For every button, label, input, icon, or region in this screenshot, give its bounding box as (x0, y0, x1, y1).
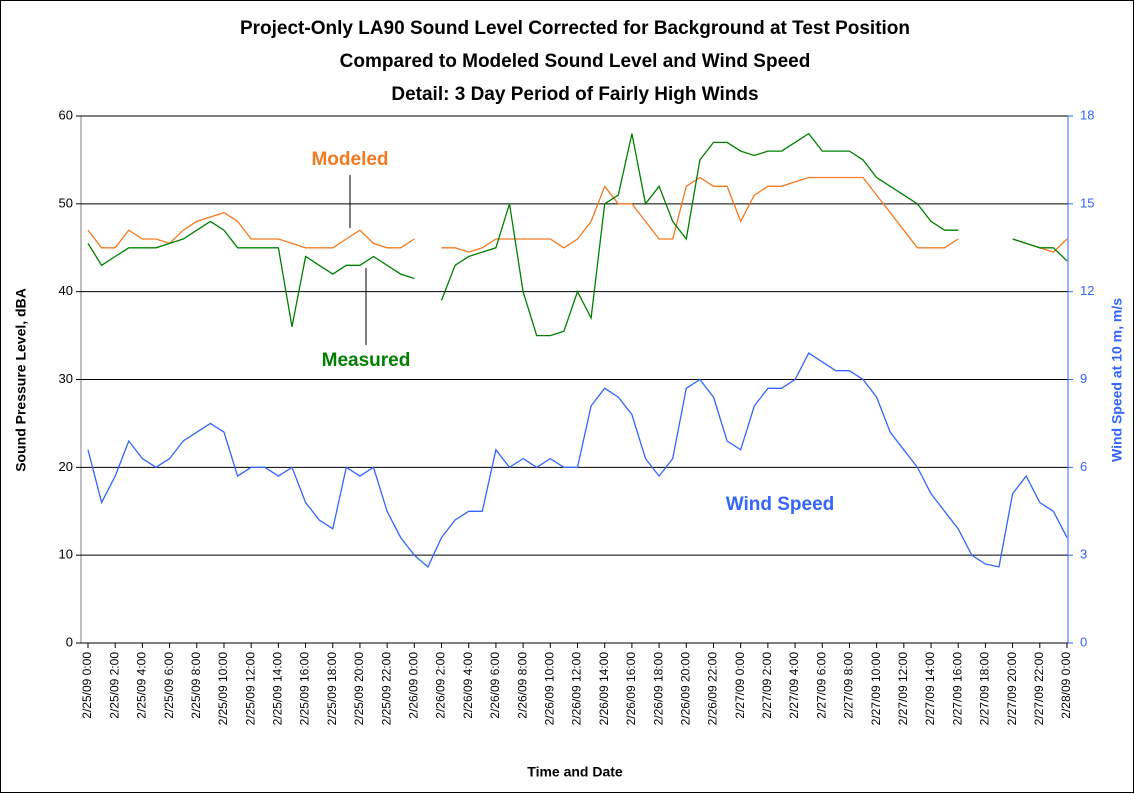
y-tick-label: 0 (66, 634, 73, 649)
chart-title: Project-Only LA90 Sound Level Corrected … (240, 18, 910, 39)
x-tick-label: 2/26/09 22:00 (706, 652, 720, 726)
y2-tick-label: 6 (1080, 459, 1087, 474)
y-tick-label: 60 (59, 107, 73, 122)
x-tick-label: 2/25/09 2:00 (107, 652, 121, 719)
x-tick-label: 2/26/09 14:00 (597, 652, 611, 726)
x-tick-label: 2/26/09 2:00 (434, 652, 448, 719)
x-tick-label: 2/25/09 6:00 (162, 652, 176, 719)
x-tick-label: 2/26/09 8:00 (515, 652, 529, 719)
x-tick-label: 2/26/09 0:00 (407, 652, 421, 719)
y-tick-label: 20 (59, 459, 73, 474)
y2-tick-label: 12 (1080, 283, 1094, 298)
x-tick-label: 2/25/09 18:00 (325, 652, 339, 726)
x-tick-label: 2/25/09 16:00 (298, 652, 312, 726)
x-tick-label: 2/25/09 10:00 (216, 652, 230, 726)
x-tick-label: 2/26/09 10:00 (542, 652, 556, 726)
x-tick-label: 2/26/09 20:00 (678, 652, 692, 726)
x-tick-label: 2/26/09 12:00 (570, 652, 584, 726)
y-tick-label: 40 (59, 283, 73, 298)
chart-title: Compared to Modeled Sound Level and Wind… (340, 51, 811, 72)
annotation: Measured (322, 350, 411, 371)
y-tick-label: 50 (59, 195, 73, 210)
x-tick-label: 2/27/09 10:00 (869, 652, 883, 726)
x-tick-label: 2/27/09 6:00 (814, 652, 828, 719)
y-axis-title: Sound Pressure Level, dBA (13, 288, 29, 472)
series-line (87, 220, 415, 327)
y2-tick-label: 3 (1080, 547, 1087, 562)
x-tick-label: 2/25/09 14:00 (271, 652, 285, 726)
x-tick-label: 2/26/09 18:00 (651, 652, 665, 726)
annotation: Modeled (311, 149, 388, 170)
y2-tick-label: 0 (1080, 634, 1087, 649)
x-tick-label: 2/27/09 8:00 (842, 652, 856, 719)
x-tick-label: 2/27/09 14:00 (923, 652, 937, 726)
x-tick-label: 2/25/09 20:00 (352, 652, 366, 726)
x-tick-label: 2/25/09 12:00 (243, 652, 257, 726)
series-line (440, 132, 959, 337)
series-line (1012, 238, 1068, 262)
x-tick-label: 2/27/09 4:00 (787, 652, 801, 719)
x-tick-label: 2/27/09 2:00 (760, 652, 774, 719)
x-tick-label: 2/25/09 8:00 (189, 652, 203, 719)
series-line (87, 211, 415, 249)
x-tick-label: 2/26/09 4:00 (461, 652, 475, 719)
series-line (87, 352, 1068, 568)
x-tick-label: 2/25/09 22:00 (379, 652, 393, 726)
y2-tick-label: 18 (1080, 107, 1094, 122)
x-tick-label: 2/27/09 16:00 (950, 652, 964, 726)
x-tick-label: 2/26/09 6:00 (488, 652, 502, 719)
x-tick-label: 2/26/09 16:00 (624, 652, 638, 726)
x-tick-label: 2/27/09 18:00 (978, 652, 992, 726)
x-tick-label: 2/27/09 12:00 (896, 652, 910, 726)
x-axis-title: Time and Date (527, 764, 623, 780)
y-tick-label: 10 (59, 547, 73, 562)
annotation: Wind Speed (726, 494, 835, 515)
x-tick-label: 2/28/09 0:00 (1059, 652, 1073, 719)
x-tick-label: 2/25/09 4:00 (135, 652, 149, 719)
y2-tick-label: 9 (1080, 371, 1087, 386)
y-tick-label: 30 (59, 371, 73, 386)
x-tick-label: 2/27/09 22:00 (1032, 652, 1046, 726)
chart-title: Detail: 3 Day Period of Fairly High Wind… (391, 84, 758, 105)
series-line (441, 176, 959, 253)
x-tick-label: 2/25/09 0:00 (80, 652, 94, 719)
x-tick-label: 2/27/09 0:00 (733, 652, 747, 719)
y2-tick-label: 15 (1080, 195, 1094, 210)
y2-axis-title: Wind Speed at 10 m, m/s (1109, 298, 1125, 462)
x-tick-label: 2/27/09 20:00 (1005, 652, 1019, 726)
